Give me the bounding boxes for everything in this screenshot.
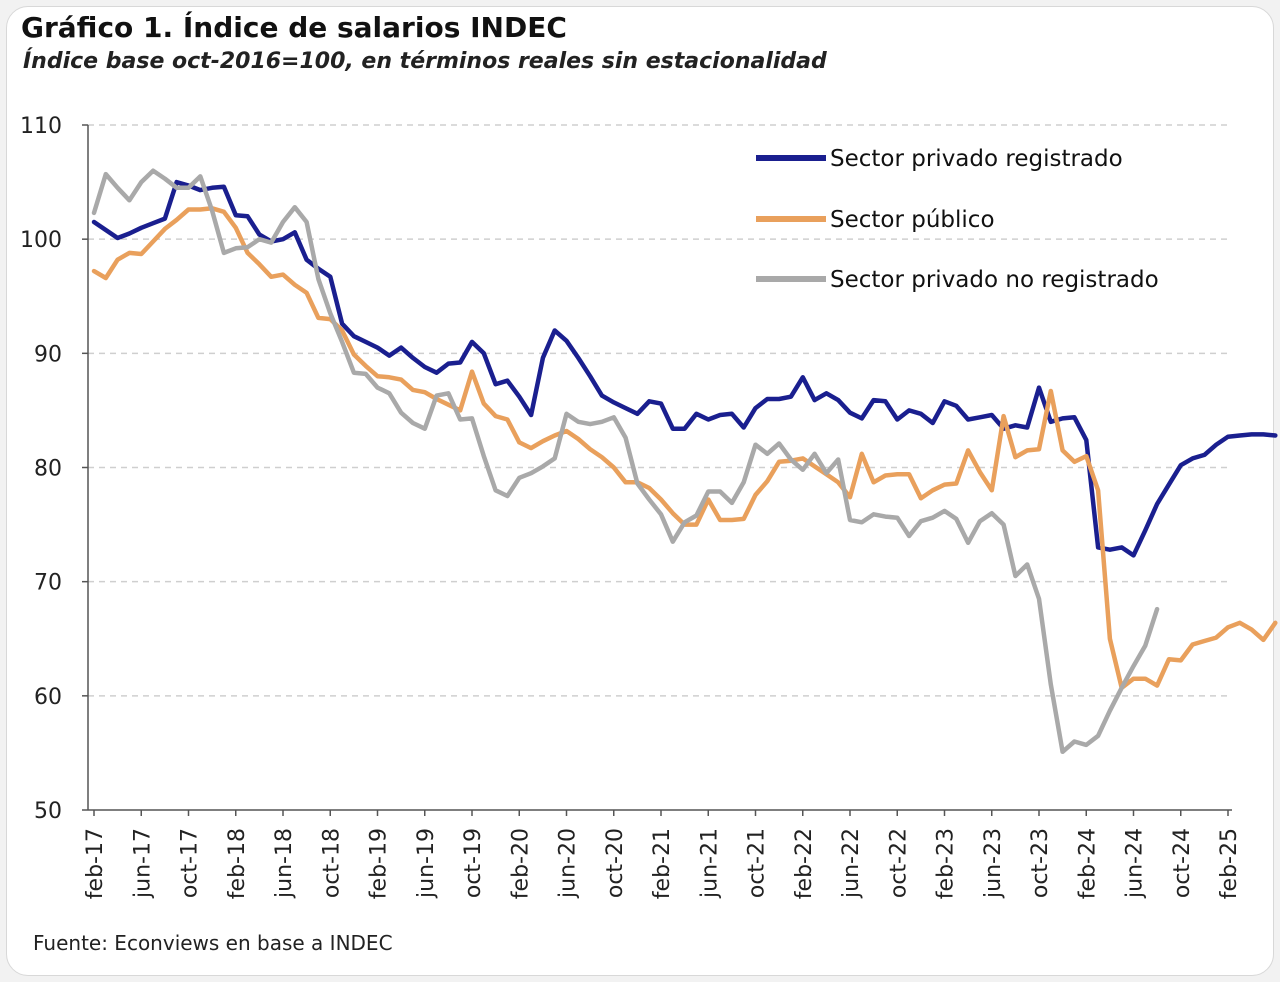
x-tick-label: oct-17: [178, 828, 203, 898]
series-lines: [91, 168, 1278, 755]
x-tick-label: feb-18: [225, 828, 250, 899]
y-tick-label: 70: [34, 571, 62, 596]
x-tick-label: feb-25: [1217, 828, 1242, 899]
x-tick-label: feb-22: [792, 828, 817, 899]
source-note: Fuente: Econviews en base a INDEC: [33, 931, 393, 955]
x-tick-label: jun-20: [556, 828, 581, 899]
x-tick-label: oct-19: [461, 828, 486, 898]
x-tick-label: feb-23: [934, 828, 959, 899]
x-tick-label: jun-24: [1123, 828, 1148, 899]
legend-label: Sector privado no registrado: [830, 267, 1159, 293]
y-tick-label: 60: [34, 685, 62, 710]
legend: Sector privado registrado Sector público S…: [752, 136, 1194, 297]
series-line-no-registrado: [91, 168, 1160, 755]
series-line-registrado: [91, 179, 1278, 558]
x-tick-label: oct-20: [603, 828, 628, 898]
y-tick-label: 110: [20, 114, 62, 139]
x-tick-label: jun-21: [697, 828, 722, 899]
x-tick-label: oct-24: [1170, 828, 1195, 898]
x-tick-label: feb-21: [650, 828, 675, 899]
x-tick-label: jun-18: [272, 828, 297, 899]
x-tick-label: oct-22: [886, 828, 911, 898]
chart-subtitle: Índice base oct-2016=100, en términos re…: [23, 49, 827, 74]
x-tick-label: oct-23: [1028, 828, 1053, 898]
chart-title: Gráfico 1. Índice de salarios INDEC: [21, 11, 567, 44]
y-tick-label: 50: [34, 799, 62, 824]
x-tick-label: oct-18: [319, 828, 344, 898]
x-tick-label: feb-20: [508, 828, 533, 899]
axes: 50 60 70 80 90 100 110 feb-17 jun-17 oct-17 feb-18…: [20, 114, 1242, 899]
x-tick-label: jun-22: [839, 828, 864, 899]
x-tick-label: feb-24: [1075, 828, 1100, 899]
x-tick-label: jun-17: [130, 828, 155, 899]
legend-label: Sector público: [830, 207, 995, 233]
x-tick-label: jun-19: [414, 828, 439, 899]
x-tick-label: jun-23: [981, 828, 1006, 899]
x-tick-label: oct-21: [745, 828, 770, 898]
y-tick-label: 100: [20, 228, 62, 253]
y-tick-label: 90: [34, 342, 62, 367]
y-tick-label: 80: [34, 457, 62, 482]
legend-label: Sector privado registrado: [830, 146, 1123, 172]
x-tick-label: feb-19: [367, 828, 392, 899]
x-tick-label: feb-17: [83, 828, 108, 899]
